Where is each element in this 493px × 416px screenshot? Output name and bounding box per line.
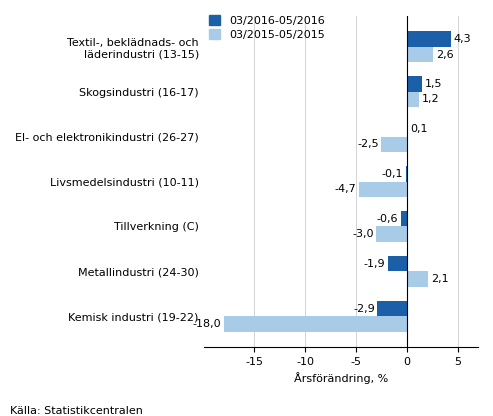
Bar [377,301,407,317]
Text: -4,7: -4,7 [335,184,356,194]
Bar [401,211,407,226]
Text: -0,6: -0,6 [377,213,398,224]
Text: 1,5: 1,5 [424,79,442,89]
Text: -1,9: -1,9 [363,259,385,269]
Text: 2,1: 2,1 [431,274,448,284]
Bar [407,31,451,47]
Legend: 03/2016-05/2016, 03/2015-05/2015: 03/2016-05/2016, 03/2015-05/2015 [209,15,325,40]
Text: -3,0: -3,0 [352,229,374,239]
Text: Källa: Statistikcentralen: Källa: Statistikcentralen [10,406,143,416]
Bar [407,271,428,287]
Bar [376,226,407,242]
Text: 1,2: 1,2 [422,94,439,104]
Text: -0,1: -0,1 [382,168,403,178]
Bar [406,166,407,181]
Bar [407,92,419,107]
Bar [224,317,407,332]
Bar [359,181,407,197]
X-axis label: Årsförändring, %: Årsförändring, % [294,372,388,384]
Bar [407,47,433,62]
Text: -18,0: -18,0 [193,319,221,329]
Text: -2,9: -2,9 [353,304,375,314]
Bar [387,256,407,271]
Text: 0,1: 0,1 [410,124,428,134]
Text: -2,5: -2,5 [357,139,379,149]
Bar [407,76,422,92]
Bar [407,121,408,136]
Text: 4,3: 4,3 [453,34,471,44]
Bar [382,136,407,152]
Text: 2,6: 2,6 [436,50,454,59]
